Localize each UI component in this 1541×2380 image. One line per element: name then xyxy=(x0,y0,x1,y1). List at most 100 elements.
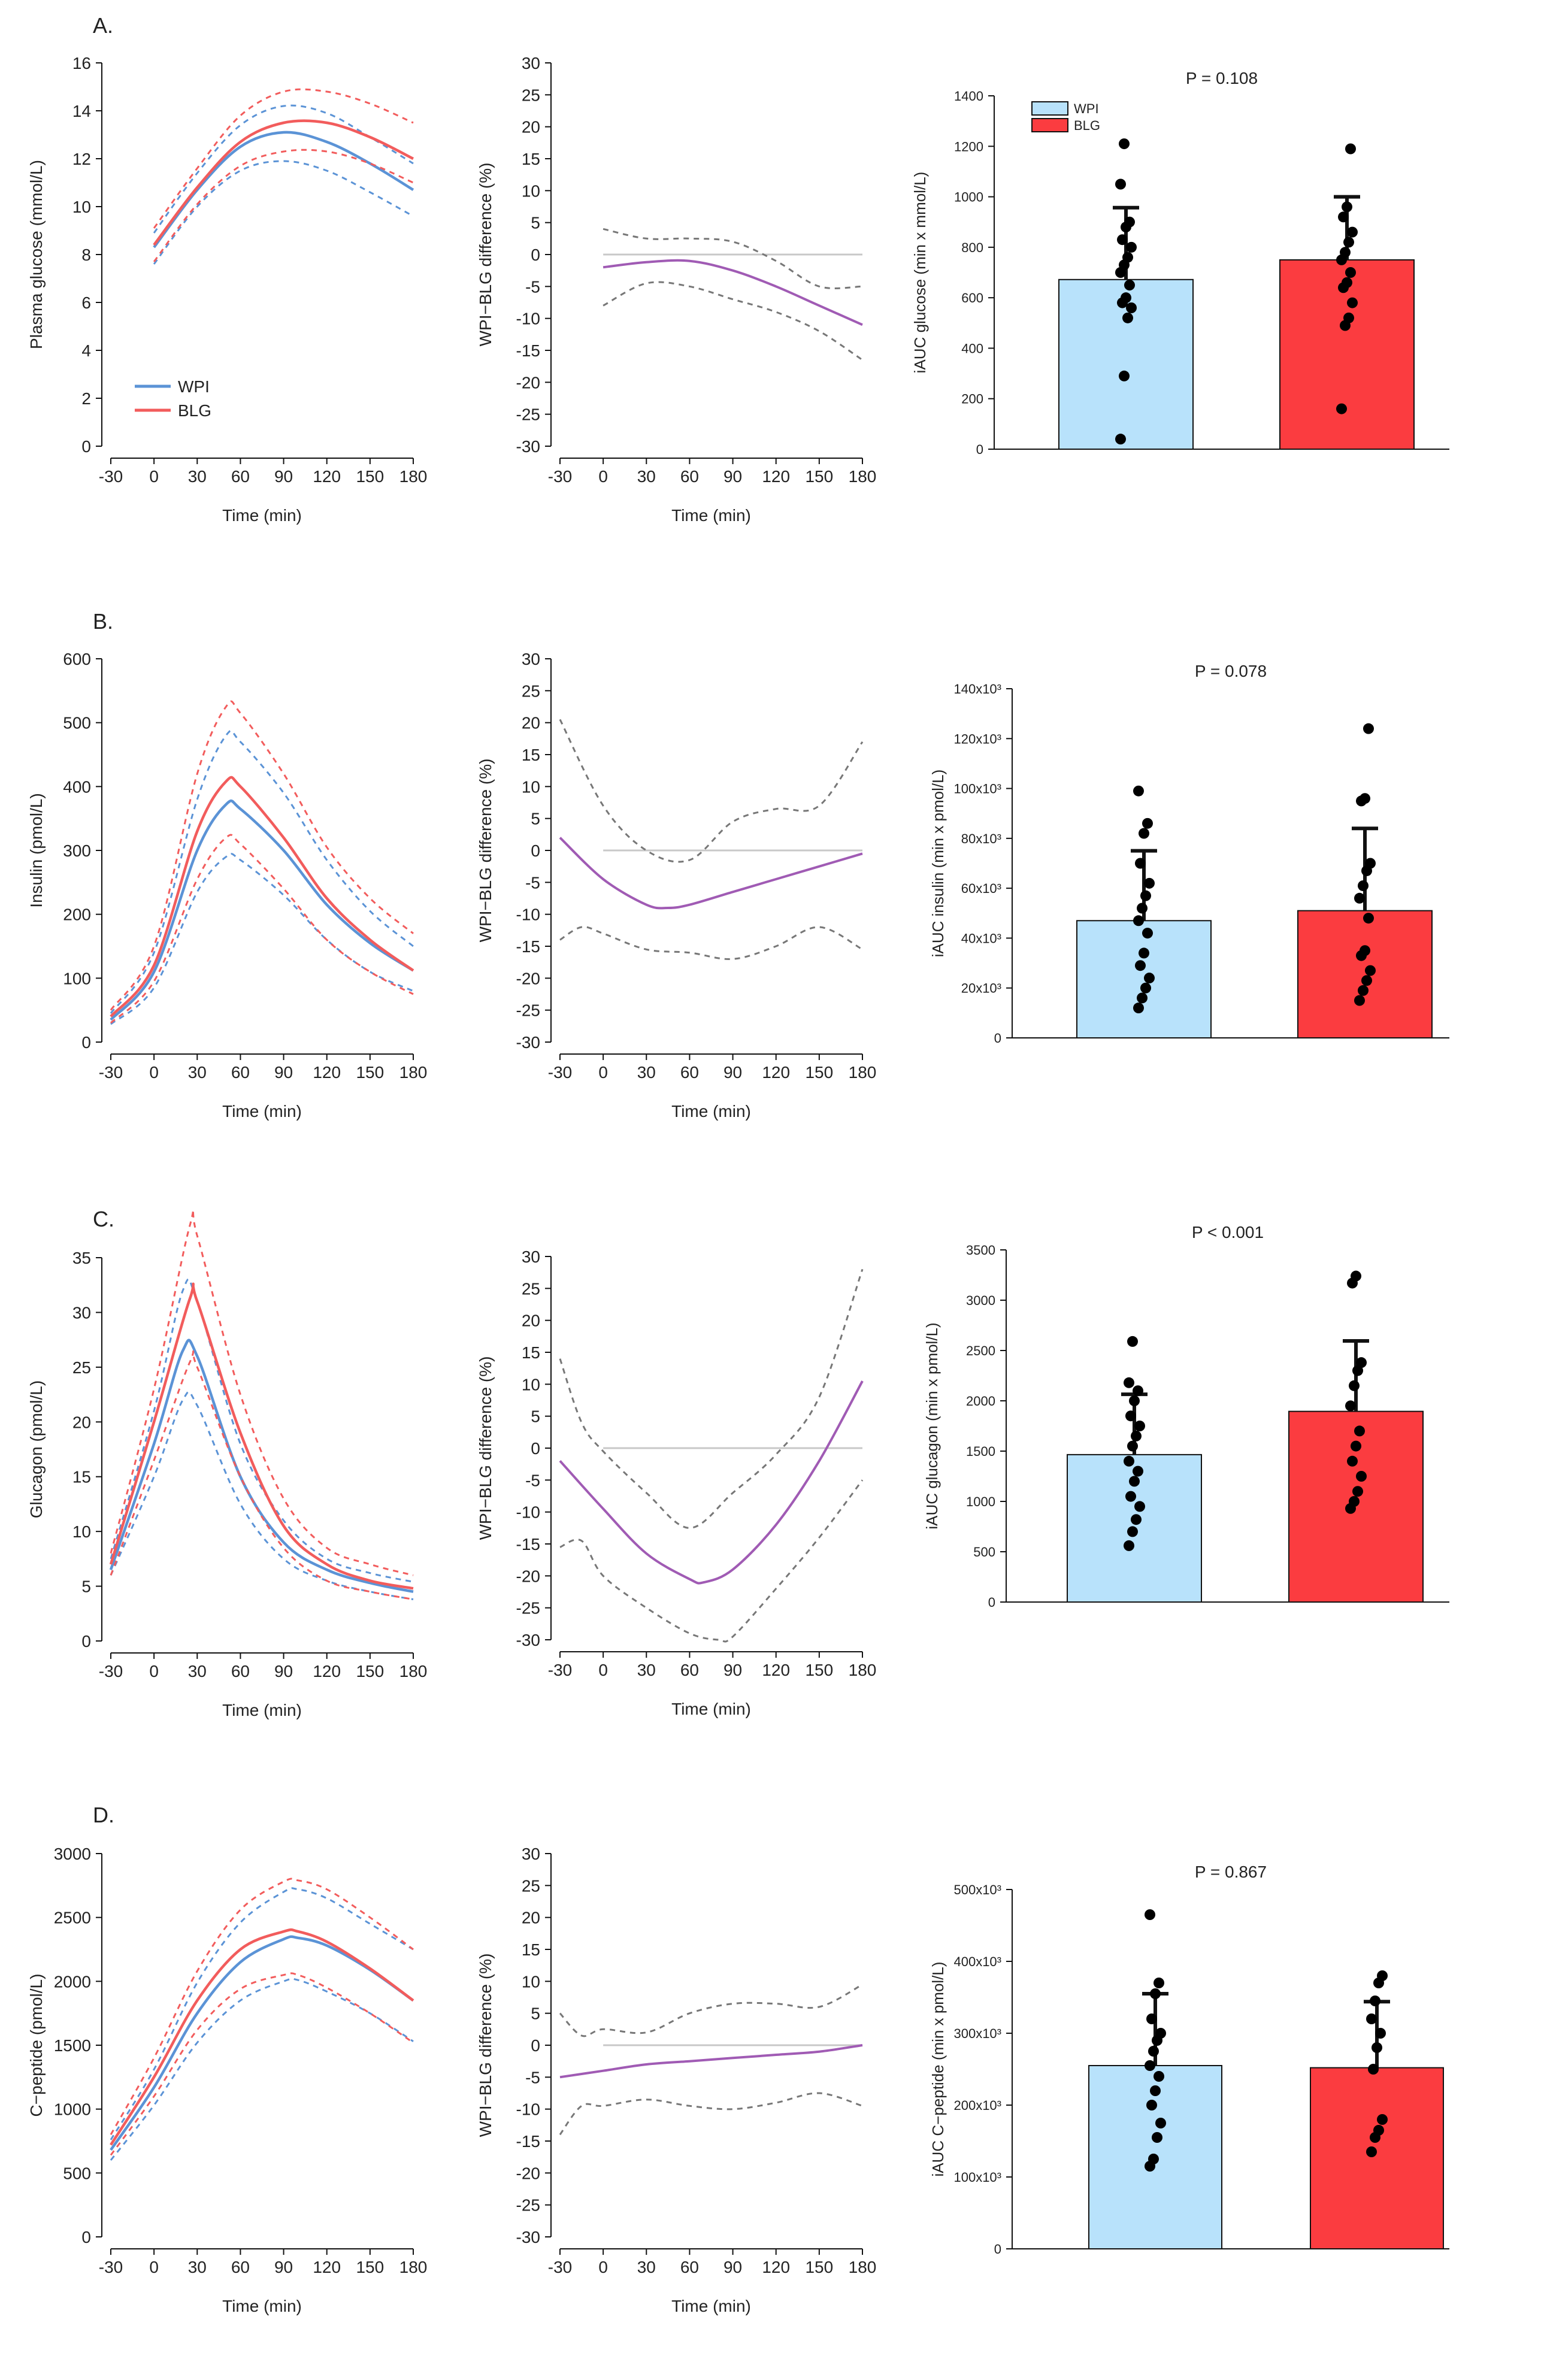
y-tick-label: 6 xyxy=(81,293,91,312)
data-point xyxy=(1345,1400,1356,1412)
y-tick-label: -20 xyxy=(516,1567,540,1585)
data-point xyxy=(1124,216,1135,228)
bar-chart: 0 100x10³ 200x10³ 300x10³ 400x10³ 500x10³ iAUC… xyxy=(929,1863,1449,2257)
y-tick-label: 0 xyxy=(531,1439,540,1458)
y-tick-label: 5 xyxy=(81,1577,91,1596)
blg-curve xyxy=(110,776,414,1018)
data-point xyxy=(1366,2013,1377,2024)
data-point xyxy=(1115,434,1126,445)
x-axis-title: Time (min) xyxy=(222,1701,302,1719)
data-point xyxy=(1126,241,1137,253)
x-tick-label: 120 xyxy=(762,1063,790,1082)
x-axis-title: Time (min) xyxy=(671,1102,751,1121)
data-point xyxy=(1338,211,1349,223)
data-point xyxy=(1119,370,1130,381)
y-tick-label: 200 xyxy=(961,392,983,407)
line-chart: 0 5 10 15 20 25 30 35 -30 0 30 60 90 120 150 180 Time (m… xyxy=(27,1209,427,1719)
panel-label-d: D. xyxy=(93,1803,114,1827)
data-point xyxy=(1121,292,1131,304)
y-tick-label: 5 xyxy=(531,810,540,828)
data-point xyxy=(1365,965,1376,976)
y-tick-label: -20 xyxy=(516,969,540,988)
blg-ci-curve xyxy=(153,88,414,229)
y-tick-label: 200x10³ xyxy=(953,2098,1001,2113)
y-tick-label: 0 xyxy=(994,2242,1001,2257)
y-tick-label: 500x10³ xyxy=(953,1882,1001,1897)
data-point xyxy=(1148,2046,1159,2057)
x-tick-label: 0 xyxy=(598,1063,608,1082)
y-tick-label: -10 xyxy=(516,310,540,328)
x-axis-title: Time (min) xyxy=(671,506,751,525)
y-tick-label: 20 xyxy=(522,1312,540,1330)
x-tick-label: 120 xyxy=(313,1063,341,1082)
y-tick-label: 0 xyxy=(81,437,91,456)
y-tick-label: 2000 xyxy=(966,1394,995,1409)
y-tick-label: 10 xyxy=(522,777,540,796)
y-tick-label: 80x10³ xyxy=(961,831,1001,846)
data-point xyxy=(1140,890,1151,901)
x-axis-title: Time (min) xyxy=(222,2297,302,2315)
y-tick-label: 300 xyxy=(63,841,91,860)
y-tick-label: 10 xyxy=(522,1375,540,1394)
x-tick-label: 60 xyxy=(680,1063,699,1082)
data-point xyxy=(1135,960,1146,971)
x-tick-label: 120 xyxy=(313,467,341,486)
data-point xyxy=(1144,973,1155,984)
data-point xyxy=(1363,723,1374,734)
difference-curve xyxy=(559,2044,863,2079)
ci-curve xyxy=(559,1479,864,1643)
ci-curve xyxy=(559,2092,863,2136)
data-point xyxy=(1354,1425,1365,1437)
data-point xyxy=(1365,858,1376,869)
y-axis-title: C−peptide (pmol/L) xyxy=(27,1974,46,2117)
y-tick-label: 300x10³ xyxy=(953,2026,1001,2041)
y-tick-label: 200 xyxy=(63,906,91,924)
y-tick-label: 30 xyxy=(72,1303,91,1322)
x-tick-label: 30 xyxy=(188,2258,207,2276)
data-point xyxy=(1133,1465,1143,1477)
y-tick-label: 3000 xyxy=(966,1293,995,1308)
p-value-title: P = 0.108 xyxy=(1186,69,1258,87)
data-point xyxy=(1155,2118,1166,2128)
data-point xyxy=(1133,785,1144,797)
data-point xyxy=(1124,1455,1134,1467)
y-tick-label: -5 xyxy=(525,2068,540,2087)
line-chart: -30 -25 -20 -15 -10 -5 0 5 10 15 20 25 30 -30 0 30 60 90 1… xyxy=(476,54,876,525)
wpi-ci-curve xyxy=(110,1278,414,1583)
data-point xyxy=(1375,2028,1386,2039)
data-point xyxy=(1349,1380,1360,1391)
data-point xyxy=(1145,1909,1155,1920)
y-tick-label: 4 xyxy=(81,341,91,360)
x-tick-label: 0 xyxy=(149,467,159,486)
data-point xyxy=(1370,1996,1380,2006)
data-point xyxy=(1347,226,1358,238)
x-tick-label: 150 xyxy=(356,2258,384,2276)
y-tick-label: -20 xyxy=(516,2164,540,2182)
data-point xyxy=(1144,877,1155,889)
wpi-curve xyxy=(110,1935,414,2151)
data-point xyxy=(1119,138,1130,150)
y-tick-label: 500 xyxy=(63,2164,91,2182)
line-chart: 0 2 4 6 8 10 12 14 16 -30 0 30 60 90 120 150 180 Time (mi… xyxy=(27,54,427,525)
ci-curve xyxy=(559,719,864,863)
y-tick-label: 1000 xyxy=(954,190,983,205)
data-point xyxy=(1129,1476,1140,1487)
blg-curve xyxy=(110,1928,414,2146)
blg-curve xyxy=(153,119,414,246)
y-tick-label: 25 xyxy=(522,86,540,104)
y-tick-label: 15 xyxy=(522,1940,540,1959)
x-tick-label: 0 xyxy=(598,467,608,486)
x-tick-label: 90 xyxy=(274,1662,293,1680)
y-tick-label: 14 xyxy=(72,102,91,120)
y-tick-label: 100x10³ xyxy=(953,2170,1001,2185)
y-tick-label: 0 xyxy=(976,442,983,457)
y-tick-label: 12 xyxy=(72,150,91,168)
data-point xyxy=(1145,2060,1155,2071)
data-point xyxy=(1125,1491,1136,1502)
line-chart: -30 -25 -20 -15 -10 -5 0 5 10 15 20 25 30 -30 0 30 60 90 1… xyxy=(476,1247,876,1718)
wpi-curve xyxy=(110,799,414,1021)
y-tick-label: 15 xyxy=(72,1468,91,1486)
data-point xyxy=(1115,178,1126,190)
data-point xyxy=(1122,252,1133,263)
data-point xyxy=(1360,793,1370,804)
